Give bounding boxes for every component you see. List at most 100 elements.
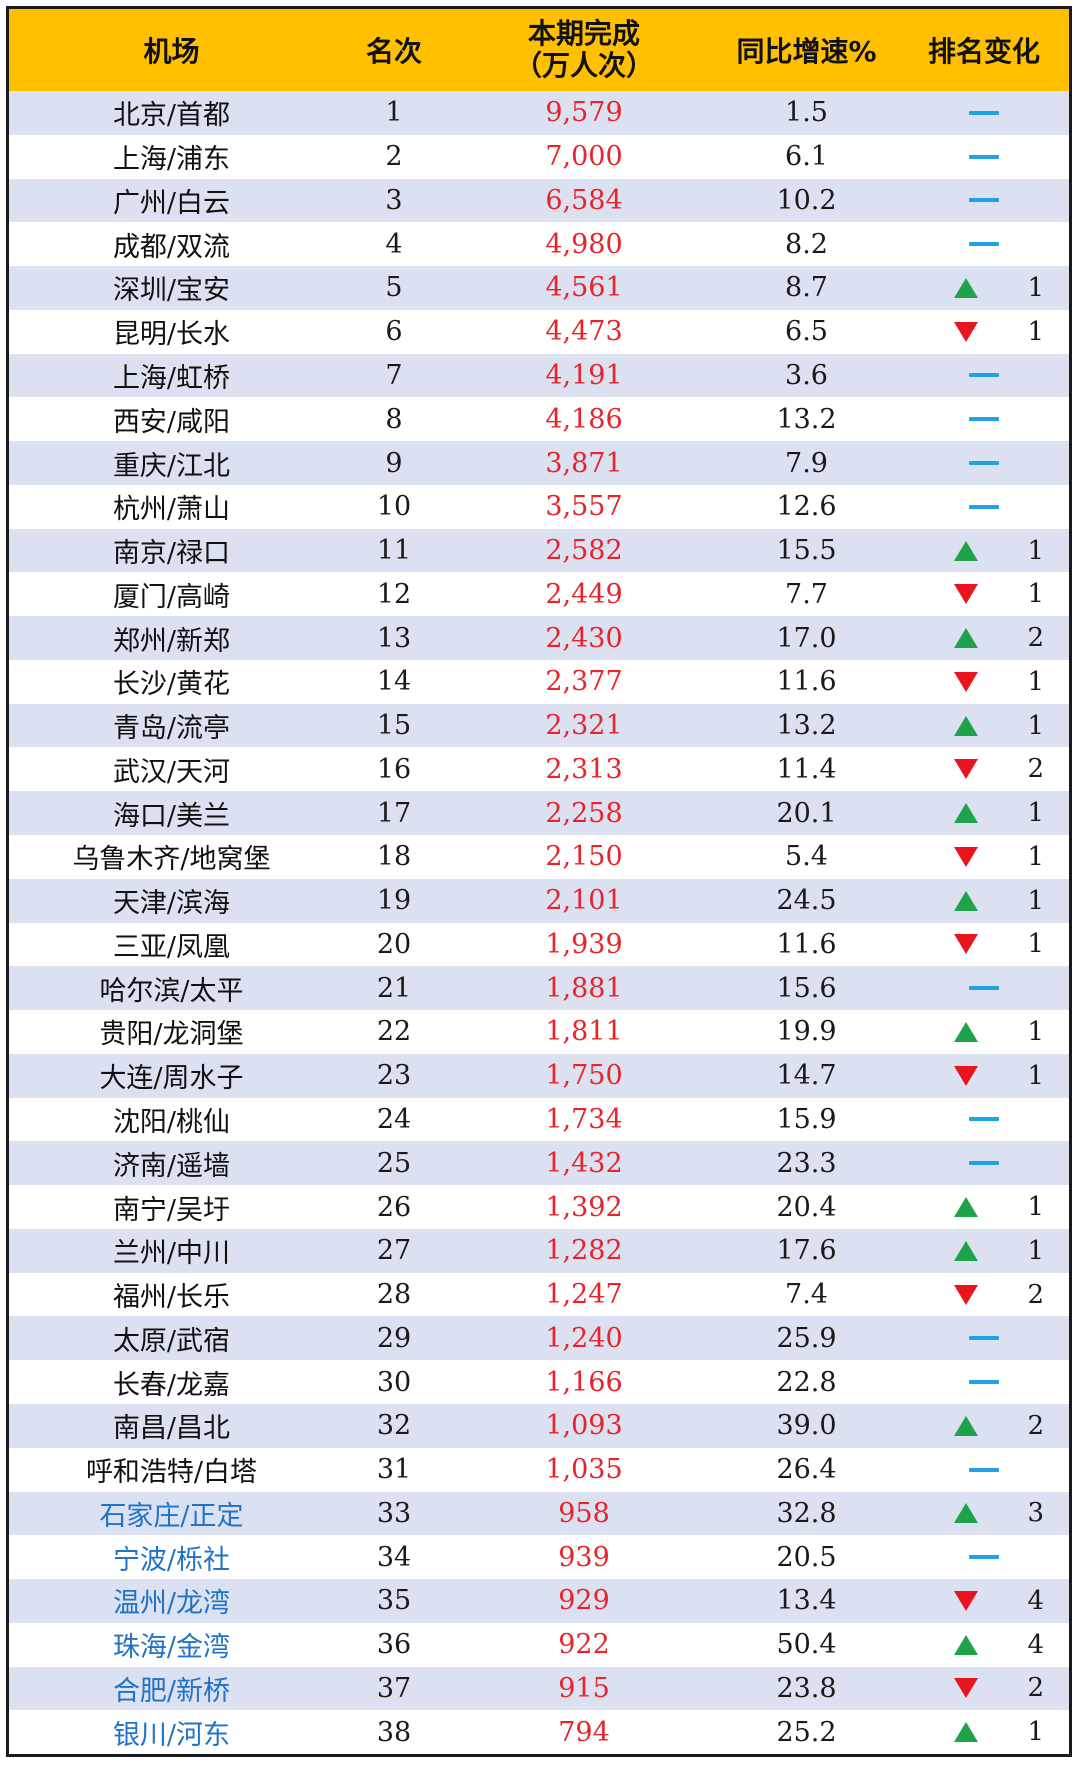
growth-cell: 8.7 (785, 272, 828, 304)
rank-cell: 18 (376, 841, 412, 873)
passenger-value-cell: 1,734 (545, 1103, 623, 1135)
table-row: 重庆/江北 9 3,871 7.9 (9, 441, 1069, 485)
triangle-up-icon (954, 715, 978, 736)
growth-cell: 3.6 (785, 359, 828, 391)
rank-change-cell: 3 (899, 1498, 1069, 1528)
growth-cell: 13.2 (776, 710, 837, 742)
rank-change-amount: 1 (1027, 1016, 1044, 1047)
rank-change-amount: 1 (1027, 316, 1044, 347)
airport-cell: 上海/浦东 (9, 137, 334, 176)
table-row: 郑州/新郑 13 2,430 17.0 2 (9, 616, 1069, 660)
rank-change-amount: 1 (1027, 535, 1044, 566)
triangle-up-icon (954, 1197, 978, 1218)
rank-cell: 35 (376, 1585, 412, 1617)
passenger-value-cell: 2,258 (545, 797, 623, 829)
rank-change-cell: 2 (899, 1411, 1069, 1441)
rank-change-cell (899, 1467, 1069, 1472)
rank-change-cell: 1 (899, 1017, 1069, 1047)
triangle-up-icon (954, 803, 978, 824)
airport-name: 福州/长乐 (112, 1282, 231, 1314)
rank-change-amount: 4 (1027, 1585, 1044, 1616)
rank-change-cell (899, 110, 1069, 115)
airport-cell: 深圳/宝安 (9, 268, 334, 307)
ranking-table-frame: 机场 名次 本期完成 （万人次） 同比增速% 排名变化 北京/首都 1 9,579 1… (6, 6, 1072, 1757)
airport-cell: 温州/龙湾 (9, 1581, 334, 1620)
airport-name: 沈阳/桃仙 (112, 1106, 231, 1138)
table-row: 乌鲁木齐/地窝堡 18 2,150 5.4 1 (9, 835, 1069, 879)
growth-cell: 12.6 (776, 491, 837, 523)
rank-change-cell: 1 (899, 1192, 1069, 1222)
no-change-dash-icon (969, 110, 999, 115)
airport-cell: 天津/滨海 (9, 881, 334, 920)
passenger-value-cell: 4,561 (545, 272, 623, 304)
rank-change-cell: 1 (899, 1717, 1069, 1747)
growth-cell: 50.4 (776, 1629, 837, 1661)
growth-cell: 10.2 (776, 184, 837, 216)
passenger-value-cell: 1,881 (545, 972, 623, 1004)
passenger-value-cell: 1,811 (545, 1016, 623, 1048)
rank-change-amount: 1 (1027, 579, 1044, 610)
passenger-value-cell: 794 (558, 1716, 610, 1748)
no-change-dash-icon (969, 373, 999, 378)
passenger-value-cell: 4,186 (545, 403, 623, 435)
no-change-dash-icon (969, 198, 999, 203)
passenger-value-cell: 1,247 (545, 1279, 623, 1311)
passenger-value-cell: 2,449 (545, 578, 623, 610)
growth-cell: 13.4 (776, 1585, 837, 1617)
rank-cell: 32 (376, 1410, 412, 1442)
table-row: 厦门/高崎 12 2,449 7.7 1 (9, 572, 1069, 617)
airport-cell: 海口/美兰 (9, 794, 334, 833)
header-rank: 名次 (365, 35, 422, 68)
header-change: 排名变化 (927, 35, 1040, 68)
triangle-down-icon (954, 1678, 978, 1699)
passenger-value-cell: 1,750 (545, 1060, 623, 1092)
passenger-value-cell: 915 (558, 1672, 610, 1704)
rank-change-cell: 1 (899, 579, 1069, 609)
passenger-value-cell: 1,939 (545, 928, 623, 960)
airport-cell: 济南/遥墙 (9, 1144, 334, 1183)
growth-cell: 26.4 (776, 1454, 837, 1486)
rank-change-amount: 2 (1027, 1673, 1044, 1704)
rank-change-cell: 2 (899, 1673, 1069, 1703)
no-change-dash-icon (969, 504, 999, 509)
table-row: 上海/浦东 2 7,000 6.1 (9, 134, 1069, 179)
airport-name: 太原/武宿 (112, 1325, 231, 1357)
header-value-line2: （万人次） (513, 49, 654, 82)
airport-name: 南昌/昌北 (112, 1413, 231, 1445)
rank-change-cell: 1 (899, 317, 1069, 347)
table-row: 上海/虹桥 7 4,191 3.6 (9, 353, 1069, 398)
airport-name: 温州/龙湾 (112, 1588, 231, 1620)
airport-name: 深圳/宝安 (112, 275, 231, 307)
table-row: 长沙/黄花 14 2,377 11.6 1 (9, 659, 1069, 704)
table-row: 沈阳/桃仙 24 1,734 15.9 (9, 1097, 1069, 1142)
growth-cell: 32.8 (776, 1497, 837, 1529)
header-value: 本期完成 （万人次） (454, 16, 714, 82)
rank-change-cell: 1 (899, 273, 1069, 303)
table-row: 大连/周水子 23 1,750 14.7 1 (9, 1053, 1069, 1098)
no-change-dash-icon (969, 1117, 999, 1122)
airport-name: 珠海/金湾 (112, 1632, 231, 1664)
passenger-value-cell: 2,321 (545, 710, 623, 742)
header-airport: 机场 (143, 35, 200, 68)
rank-change-amount: 1 (1027, 272, 1044, 303)
airport-name: 厦门/高崎 (112, 581, 231, 613)
rank-cell: 23 (376, 1060, 412, 1092)
triangle-down-icon (954, 1590, 978, 1611)
table-row: 广州/白云 3 6,584 10.2 (9, 178, 1069, 223)
growth-cell: 11.6 (776, 666, 837, 698)
triangle-down-icon (954, 1065, 978, 1086)
passenger-value-cell: 3,871 (545, 447, 623, 479)
passenger-value-cell: 1,282 (545, 1235, 623, 1267)
passenger-value-cell: 929 (558, 1585, 610, 1617)
no-change-dash-icon (969, 154, 999, 159)
rank-change-cell (899, 1161, 1069, 1166)
triangle-up-icon (954, 540, 978, 561)
rank-change-cell: 1 (899, 886, 1069, 916)
rank-cell: 13 (376, 622, 412, 654)
table-row: 杭州/萧山 10 3,557 12.6 (9, 484, 1069, 529)
rank-change-amount: 1 (1027, 841, 1044, 872)
header-value-line1: 本期完成 (527, 16, 640, 50)
table-row: 宁波/栎社 34 939 20.5 (9, 1535, 1069, 1580)
table-row: 成都/双流 4 4,980 8.2 (9, 222, 1069, 267)
airport-cell: 沈阳/桃仙 (9, 1100, 334, 1139)
